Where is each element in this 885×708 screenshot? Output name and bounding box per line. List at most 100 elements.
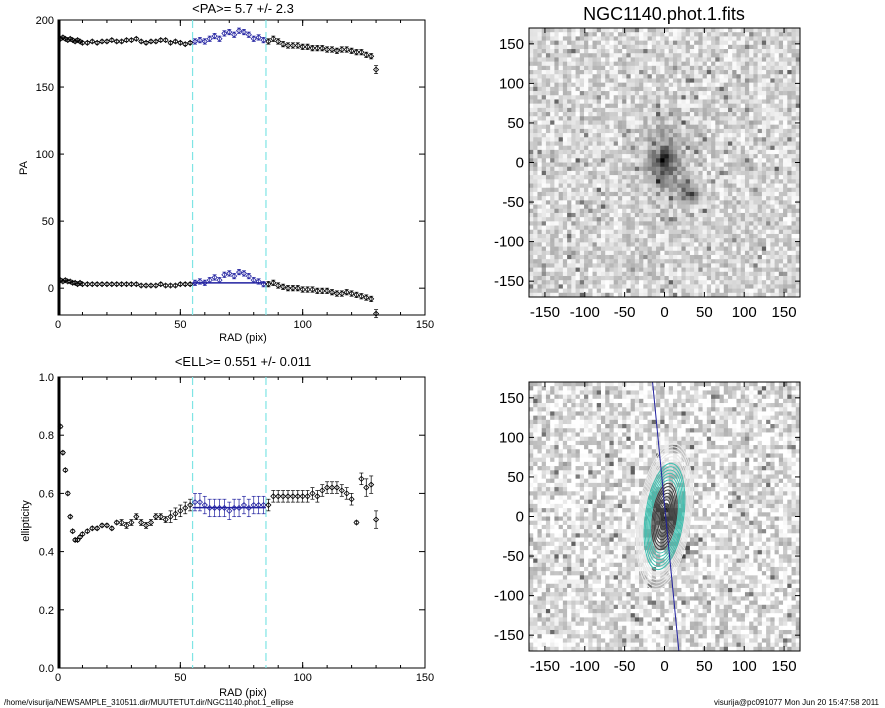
img1-pixel [656,238,661,243]
img1-pixel [740,128,746,134]
img1-pixel [706,103,712,109]
img1-pixel [770,61,775,67]
img1-pixel [592,196,598,201]
img1-pixel [706,254,712,260]
img1-pixel [554,57,559,62]
img1-pixel [702,128,708,134]
img1-pixel [766,284,771,289]
img1-pixel [626,44,631,50]
img1-pixel [770,275,775,281]
img1-pixel [643,141,648,146]
img1-pixel [749,137,754,142]
img1-pixel [529,145,534,151]
img1-pixel [783,82,788,88]
img1-pixel [740,49,746,54]
img1-pixel [579,103,585,109]
img1-pixel [558,154,564,159]
img1-pixel [600,200,606,205]
img1-pixel [660,53,665,58]
img1-pixel [575,259,581,264]
img1-pixel [778,271,784,277]
img1-pixel [732,246,737,252]
img1-pixel [596,82,602,88]
img1-pixel [783,145,788,151]
img1-pixel [702,196,708,201]
img1-pixel [698,120,703,125]
img1-pixel [723,217,729,222]
img1-pixel [694,175,699,180]
img1-pixel [643,32,648,37]
img1-pixel [766,57,771,62]
img1-pixel [787,145,792,151]
img1-pixel [774,170,780,176]
img1-pixel [702,61,708,67]
img1-pixel [554,238,559,243]
img1-pixel [711,32,716,37]
img1-pixel [545,208,551,214]
img1-pixel [558,137,564,142]
img1-pixel [533,217,538,222]
img1-pixel [685,179,691,184]
img1-pixel [533,271,538,277]
img1-pixel [622,225,627,231]
img1-pixel [550,225,555,231]
img1-pixel [668,288,674,294]
img1-pixel [537,204,542,210]
img1-pixel [579,40,585,46]
img1-pixel [685,229,691,235]
img1-pixel [639,49,644,54]
img1-pixel [702,200,708,205]
img1-pixel [694,57,699,62]
img1-pixel [545,170,551,176]
img1-pixel [778,154,784,159]
img1-pixel [719,141,725,146]
img1-pixel [651,133,657,138]
img1-pixel [689,170,695,176]
img1-pixel [656,103,661,109]
img1-pixel [651,40,657,46]
img1-pixel [732,78,737,83]
img1-pixel [562,212,568,218]
img1-pixel [647,292,653,298]
img1-pixel [545,229,551,235]
img1-pixel [567,70,572,75]
img1-pixel [740,179,746,184]
img1-pixel [643,149,648,155]
img1-pixel [753,116,758,121]
img1-pixel [617,250,623,256]
img1-pixel [626,53,631,58]
img1-pixel [715,65,720,71]
img1-pixel [685,120,691,125]
img1-pixel [761,128,767,134]
img1-pixel [672,259,678,264]
img1-pixel [537,200,542,205]
img1-pixel [664,65,670,71]
img1-pixel [744,238,750,243]
img1-pixel [592,271,598,277]
img1-pixel [719,271,725,277]
img1-pixel [571,154,576,159]
img1-pixel [766,162,771,167]
img1-pixel [609,128,614,134]
img1-pixel [596,112,602,117]
img1-pixel [736,78,742,83]
pa-data-point [74,281,81,288]
pa-data-point [98,281,106,288]
img1-pixel [778,204,784,210]
img1-pixel [571,32,576,37]
img1-pixel [744,141,750,146]
img1-pixel [749,36,754,41]
img1-pixel [613,154,619,159]
img1-pixel [728,149,733,155]
img1-pixel [529,229,534,235]
img1-pixel [681,112,686,117]
img1-pixel [643,284,648,289]
img1-pixel [660,99,665,104]
img1-pixel [651,82,657,88]
img1-pixel [533,170,538,176]
img1-pixel [545,128,551,134]
img1-pixel [744,99,750,104]
img1-pixel [681,187,686,193]
img1-pixel [681,49,686,54]
img1-pixel [617,242,623,247]
